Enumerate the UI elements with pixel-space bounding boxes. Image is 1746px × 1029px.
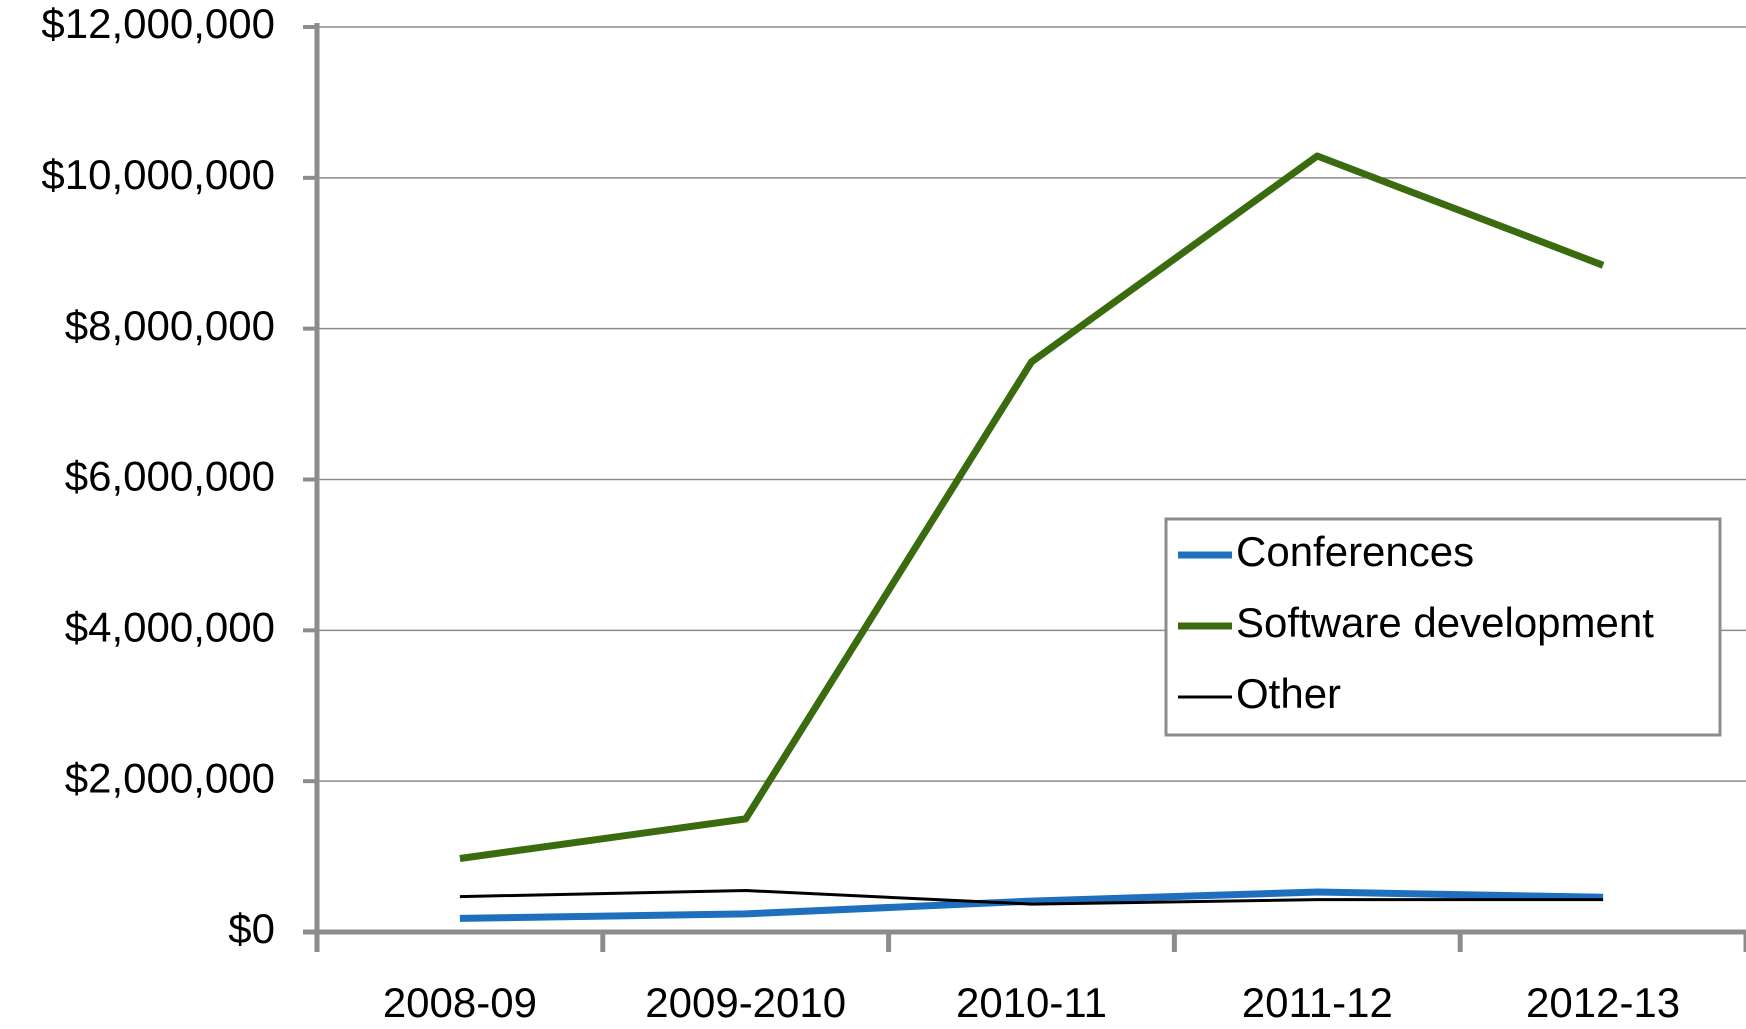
x-tick-label: 2010-11 [956,979,1107,1026]
legend-box [1164,517,1722,737]
series-line [459,152,1605,862]
series-line [459,888,1604,922]
x-tick-label: 2009-2010 [645,979,846,1026]
y-tick-label: $10,000,000 [41,151,275,198]
series-line [459,889,1604,906]
x-tick-label: 2011-12 [1242,979,1393,1026]
y-tick-label: $6,000,000 [65,453,275,500]
legend-label: Software development [1236,599,1654,646]
legend-label: Conferences [1236,528,1474,575]
y-tick-label: $4,000,000 [65,603,275,650]
x-tick-label: 2008-09 [383,979,537,1026]
y-tick-label: $0 [228,905,275,952]
y-tick-label: $12,000,000 [41,0,275,47]
y-tick-label: $2,000,000 [65,754,275,801]
legend-label: Other [1236,670,1341,717]
x-tick-label: 2012-13 [1526,979,1680,1026]
y-tick-label: $8,000,000 [65,302,275,349]
